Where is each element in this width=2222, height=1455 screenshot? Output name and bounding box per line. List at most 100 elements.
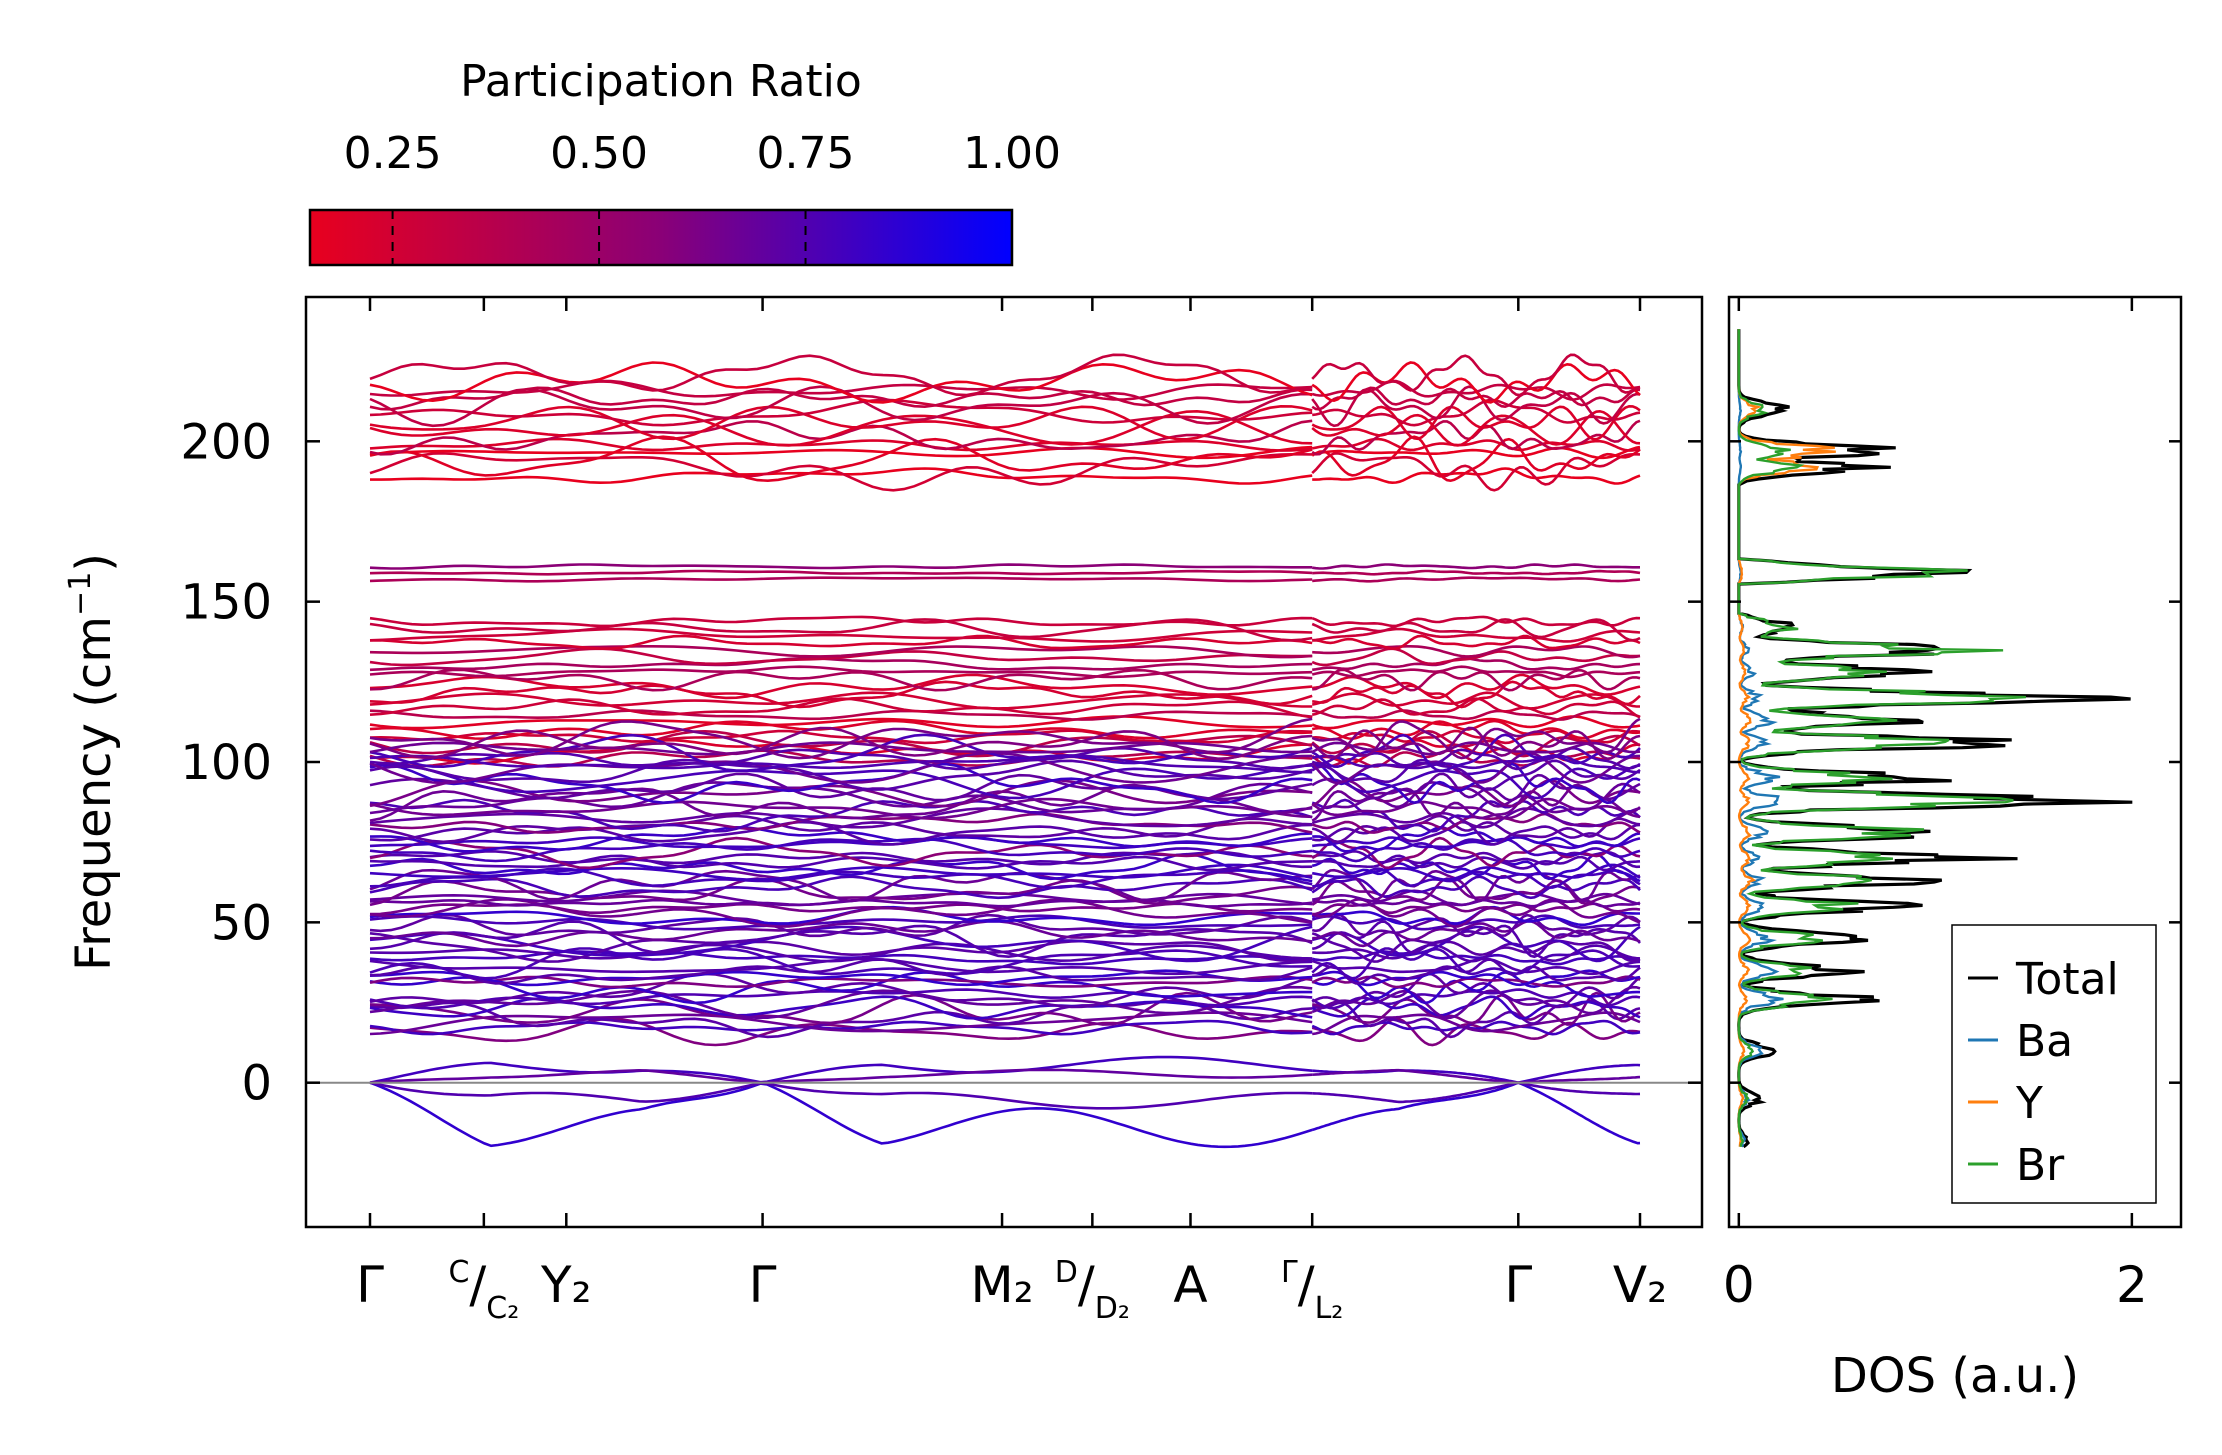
phonon-band-upper-optical	[1312, 709, 1641, 721]
colorbar-gradient-bar	[308, 208, 1014, 267]
phonon-band-upper-optical	[1312, 729, 1641, 745]
phonon-band-high	[1311, 404, 1641, 441]
band-ytick-label: 0	[241, 1056, 272, 1112]
phonon-band-high	[1311, 353, 1641, 397]
band-xtick-label: A	[1173, 1256, 1207, 1314]
phonon-band-mid	[1312, 563, 1640, 570]
phonon-band-mid	[369, 569, 1313, 576]
phonon-band-lower-optical	[1311, 733, 1641, 772]
phonon-band-upper-optical	[1312, 673, 1641, 700]
phonon-band-lower-optical	[369, 995, 1313, 1020]
phonon-band-high	[369, 353, 1313, 397]
phonon-band-lower-optical	[1311, 717, 1641, 760]
phonon-band-upper-optical	[369, 668, 1313, 692]
phonon-band-lower-optical	[369, 914, 1313, 931]
colorbar-tick-label: 1.00	[963, 128, 1061, 179]
phonon-band-lower-optical	[369, 868, 1313, 903]
phonon-band-lower-optical	[369, 854, 1313, 872]
phonon-band-upper-optical	[369, 647, 1313, 667]
phonon-band-lower-optical	[369, 947, 1313, 980]
phonon-band-upper-optical	[369, 665, 1313, 679]
phonon-band-upper-optical	[369, 615, 1313, 628]
phonon-band-lower-optical	[369, 798, 1313, 833]
band-xtick-label-slash: /	[1078, 1256, 1095, 1314]
phonon-band-lower-optical	[369, 969, 1313, 987]
phonon-band-lower-optical	[1312, 1011, 1641, 1036]
phonon-band-lower-optical	[1311, 798, 1641, 833]
phonon-band-lower-optical	[1311, 820, 1641, 846]
phonon-band-high	[1311, 435, 1641, 483]
phonon-band-lower-optical	[369, 781, 1313, 815]
band-xtick-label: Γ	[356, 1256, 384, 1314]
phonon-band-lower-optical	[369, 950, 1313, 966]
band-xtick-label-split: Γ/L₂	[1281, 1255, 1343, 1326]
band-xtick-label-from: C	[448, 1255, 469, 1290]
phonon-band-lower-optical	[369, 932, 1313, 963]
phonon-band-lower-optical	[1311, 975, 1641, 989]
phonon-band-lower-optical	[369, 852, 1313, 883]
phonon-band-high	[1311, 437, 1641, 452]
dos-line-y	[1737, 329, 1836, 1147]
band-xtick-label: Γ	[749, 1256, 777, 1314]
dos-xtick-label: 0	[1723, 1256, 1755, 1314]
phonon-band-lower-optical	[369, 733, 1313, 772]
phonon-band-upper-optical	[369, 715, 1313, 730]
phonon-band-high	[369, 386, 1313, 411]
phonon-band-high	[369, 361, 1313, 404]
phonon-band-soft-mode	[1311, 1081, 1641, 1145]
phonon-band-lower-optical	[369, 762, 1313, 800]
band-xtick-label-to: L₂	[1315, 1291, 1344, 1326]
phonon-band-lower-optical	[369, 985, 1313, 1020]
phonon-band-lower-optical	[369, 863, 1313, 881]
phonon-band-mid	[369, 576, 1313, 583]
phonon-band-upper-optical	[1312, 634, 1641, 650]
phonon-band-upper-optical	[369, 680, 1313, 709]
legend-label-y: Y	[2015, 1078, 2043, 1129]
phonon-band-lower-optical	[1311, 950, 1641, 966]
phonon-band-lower-optical	[369, 889, 1313, 907]
phonon-band-upper-optical	[1311, 615, 1641, 628]
band-ytick-label: 200	[180, 414, 272, 470]
phonon-band-lower-optical	[1311, 836, 1641, 870]
phonon-band-lower-optical	[1311, 781, 1641, 815]
phonon-band-upper-optical	[369, 729, 1313, 745]
phonon-band-lower-optical	[1311, 837, 1641, 863]
phonon-band-lower-optical	[1311, 913, 1641, 938]
dos-x-axis-label: DOS (a.u.)	[1831, 1348, 2079, 1404]
phonon-band-lower-optical	[369, 875, 1313, 900]
phonon-band-lower-optical	[369, 836, 1313, 870]
phonon-band-lower-optical	[369, 975, 1313, 989]
phonon-band-lower-optical	[1312, 854, 1641, 872]
dos-legend: Total Ba Y Br	[1951, 924, 2157, 1204]
phonon-band-lower-optical	[1312, 969, 1641, 987]
phonon-band-lower-optical	[369, 958, 1313, 985]
phonon-band-upper-optical	[369, 719, 1313, 741]
phonon-band-lower-optical	[1311, 754, 1640, 774]
phonon-band-upper-optical	[369, 657, 1313, 672]
band-xtick-label-from: D	[1055, 1255, 1078, 1290]
phonon-band-upper-optical	[1311, 665, 1641, 679]
phonon-band-upper-optical	[369, 645, 1313, 659]
dos-line-br	[1737, 329, 2026, 1147]
phonon-band-lower-optical	[369, 991, 1313, 1026]
phonon-band-lower-optical	[369, 971, 1313, 1005]
phonon-band-upper-optical	[1312, 680, 1641, 709]
phonon-band-lower-optical	[369, 1017, 1313, 1047]
phonon-band-high	[369, 398, 1313, 427]
phonon-band-high	[369, 409, 1313, 447]
phonon-band-high	[370, 467, 1313, 485]
phonon-band-high	[1311, 409, 1641, 447]
phonon-band-upper-optical	[369, 697, 1313, 719]
phonon-band-lower-optical	[369, 717, 1313, 760]
phonon-band-lower-optical	[1311, 875, 1641, 900]
phonon-band-lower-optical	[369, 751, 1313, 785]
phonon-band-soft-mode	[369, 1081, 1313, 1149]
band-ytick-label: 50	[211, 895, 272, 951]
phonon-band-lower-optical	[1311, 726, 1641, 761]
band-xtick-label-split: D/D₂	[1055, 1255, 1130, 1326]
band-xtick-label: M₂	[970, 1256, 1033, 1314]
legend-frame	[1951, 924, 2157, 1204]
legend-label-ba: Ba	[2016, 1016, 2073, 1067]
phonon-band-lower-optical	[369, 820, 1313, 846]
